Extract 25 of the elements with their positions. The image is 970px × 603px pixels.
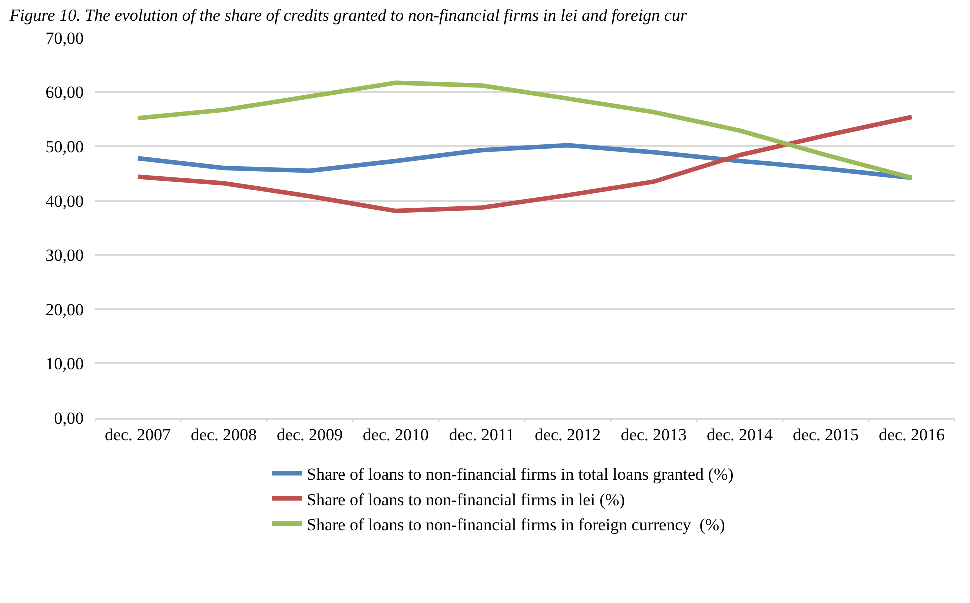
legend-label: Share of loans to non-financial firms in lei (%) xyxy=(307,490,626,510)
x-tick-label: dec. 2015 xyxy=(792,425,860,444)
y-tick-label: 70,00 xyxy=(46,28,84,48)
line-series xyxy=(136,80,914,180)
x-tick-label: dec. 2008 xyxy=(190,425,258,444)
y-tick-label: 20,00 xyxy=(46,300,84,320)
x-tick-label: dec. 2013 xyxy=(620,425,688,444)
x-tick-label: dec. 2010 xyxy=(362,425,430,444)
legend-label: Share of loans to non-financial firms in total loans granted (%) xyxy=(307,465,734,484)
line-series xyxy=(136,115,914,214)
x-tick-label: dec. 2011 xyxy=(449,425,515,444)
x-tick-label: dec. 2012 xyxy=(534,425,602,444)
y-tick-label: 30,00 xyxy=(46,246,84,266)
x-tick-label: dec. 2009 xyxy=(276,425,344,444)
y-tick-label: 60,00 xyxy=(46,83,84,102)
chart-title: Figure 10. The evolution of the share of credits granted to non-financial firms in lei and foreign cur xyxy=(8,6,688,25)
x-tick-label: dec. 2014 xyxy=(706,425,774,444)
y-tick-label: 50,00 xyxy=(46,138,84,157)
y-tick-label: 0,00 xyxy=(54,408,84,428)
y-tick-label: 40,00 xyxy=(46,192,84,211)
y-tick-label: 10,00 xyxy=(46,354,84,374)
line-series xyxy=(136,143,914,180)
x-tick-label: dec. 2016 xyxy=(878,425,946,444)
x-tick-label: dec. 2007 xyxy=(104,425,172,444)
legend-label: Share of loans to non-financial firms in foreign currency (%) xyxy=(307,515,726,534)
